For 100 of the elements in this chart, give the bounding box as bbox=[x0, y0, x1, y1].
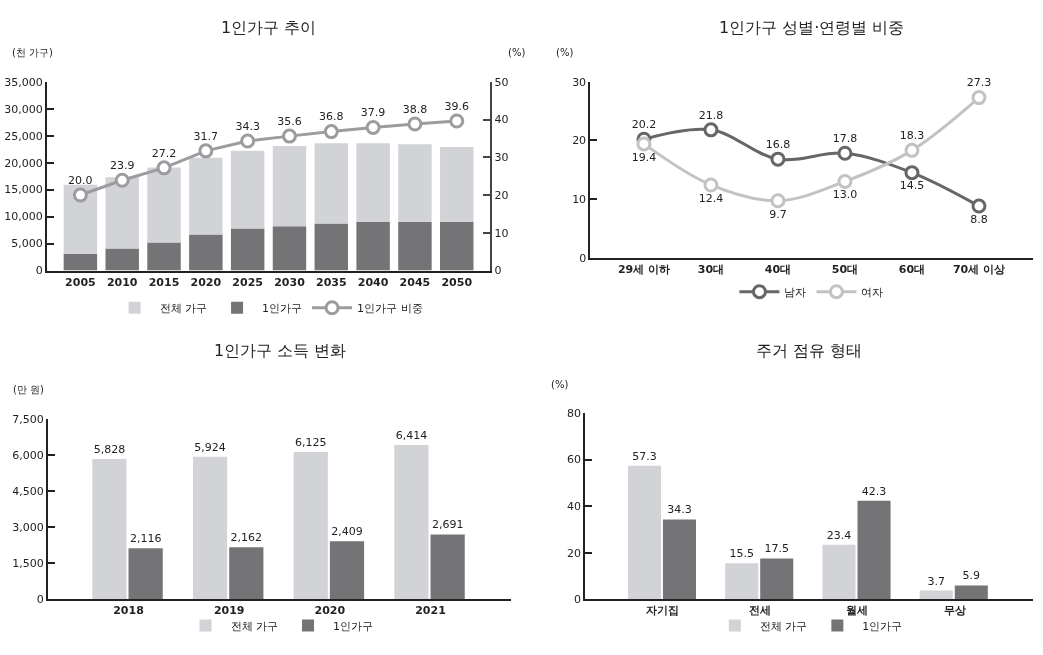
data-label: 3.7 bbox=[927, 574, 946, 588]
x-tick-label: 월세 bbox=[846, 604, 869, 618]
bar bbox=[760, 558, 794, 600]
legend-label: 전체 가구 bbox=[159, 302, 208, 316]
data-label: 34.3 bbox=[235, 119, 260, 133]
bar bbox=[398, 221, 432, 271]
y-tick-label: 35,000 bbox=[4, 75, 43, 89]
bar bbox=[105, 177, 139, 249]
bar bbox=[63, 184, 98, 254]
data-label: 31.7 bbox=[193, 129, 219, 143]
point bbox=[703, 122, 719, 138]
x-tick-label: 2010 bbox=[106, 275, 138, 289]
y-tick-label: 80 bbox=[566, 406, 581, 420]
y2-tick-label: 50 bbox=[494, 75, 509, 89]
x-tick-label: 50대 bbox=[831, 262, 859, 276]
x-tick-label: 30대 bbox=[697, 262, 725, 276]
y-tick-label: 15,000 bbox=[4, 183, 43, 197]
point bbox=[770, 151, 786, 167]
data-label: 13.0 bbox=[832, 188, 858, 202]
point bbox=[971, 198, 987, 214]
y-tick-label: 7,500 bbox=[12, 412, 44, 426]
bar bbox=[356, 221, 390, 271]
x-tick-label: 2020 bbox=[190, 275, 222, 289]
x-tick-label: 전세 bbox=[749, 604, 772, 618]
y-tick-label: 5,000 bbox=[11, 237, 43, 251]
y-tick-label: 3,000 bbox=[12, 520, 44, 534]
y-tick-label: 20,000 bbox=[4, 156, 43, 170]
x-tick-label: 29세 이하 bbox=[617, 262, 671, 276]
data-label: 5,924 bbox=[194, 440, 226, 454]
data-label: 14.5 bbox=[899, 179, 925, 193]
y-tick-label: 40 bbox=[566, 499, 581, 513]
y2-tick-label: 10 bbox=[494, 226, 509, 240]
point bbox=[323, 124, 339, 140]
data-label: 8.8 bbox=[970, 212, 988, 226]
x-tick-label: 60대 bbox=[898, 262, 926, 276]
y-tick-label: 0 bbox=[36, 593, 44, 607]
data-label: 21.8 bbox=[698, 108, 724, 122]
y-tick-label: 4,500 bbox=[12, 484, 44, 498]
data-label: 20.0 bbox=[68, 173, 93, 187]
bar bbox=[229, 547, 264, 600]
bar bbox=[822, 544, 856, 600]
x-tick-label: 2030 bbox=[274, 275, 306, 289]
bar bbox=[147, 167, 181, 243]
data-label: 18.3 bbox=[899, 129, 925, 143]
point bbox=[365, 119, 381, 135]
data-label: 37.9 bbox=[360, 106, 386, 120]
point bbox=[72, 187, 88, 203]
data-label: 42.3 bbox=[861, 484, 887, 498]
bar bbox=[329, 541, 365, 600]
bar bbox=[394, 444, 429, 600]
data-label: 17.5 bbox=[764, 542, 789, 556]
x-tick-label: 2025 bbox=[232, 275, 263, 289]
bar bbox=[314, 143, 349, 224]
legend-label: 남자 bbox=[784, 285, 807, 299]
bar bbox=[627, 465, 661, 600]
chart-title: 1인가구 추이 bbox=[221, 18, 317, 37]
y-tick-label: 0 bbox=[35, 264, 43, 278]
data-label: 23.9 bbox=[109, 159, 135, 173]
y2-tick-label: 0 bbox=[494, 264, 502, 278]
y-tick-label: 6,000 bbox=[12, 448, 44, 462]
chart-title: 1인가구 소득 변화 bbox=[214, 341, 347, 360]
y2-axis-title: (%) bbox=[508, 47, 526, 58]
x-tick-label: 2021 bbox=[415, 604, 446, 618]
point bbox=[156, 160, 172, 176]
y-axis-title: (만 원) bbox=[13, 384, 45, 395]
data-label: 16.8 bbox=[765, 137, 791, 151]
y-tick-label: 1,500 bbox=[12, 556, 44, 570]
y-axis-title: (%) bbox=[556, 47, 574, 58]
y-axis-title: (천 가구) bbox=[12, 47, 54, 58]
y-tick-label: 10,000 bbox=[4, 210, 43, 224]
point bbox=[636, 136, 652, 152]
data-label: 2,691 bbox=[431, 518, 464, 532]
x-tick-label: 40대 bbox=[764, 262, 792, 276]
bar bbox=[293, 451, 328, 600]
bar bbox=[189, 234, 223, 271]
y2-tick-label: 40 bbox=[494, 113, 509, 127]
bar bbox=[662, 519, 697, 600]
point bbox=[407, 116, 423, 132]
bar bbox=[105, 248, 139, 271]
x-tick-label: 2045 bbox=[399, 275, 431, 289]
bar bbox=[92, 459, 127, 600]
data-label: 2,116 bbox=[129, 532, 162, 546]
data-label: 20.2 bbox=[631, 117, 657, 131]
y-tick-label: 25,000 bbox=[4, 129, 43, 143]
bar bbox=[230, 228, 265, 271]
point bbox=[281, 128, 297, 144]
x-tick-label: 무상 bbox=[943, 604, 966, 618]
data-label: 27.3 bbox=[966, 76, 992, 90]
point bbox=[114, 172, 130, 188]
y-tick-label: 20 bbox=[572, 134, 587, 148]
point bbox=[240, 133, 256, 149]
data-label: 2,409 bbox=[331, 525, 363, 539]
legend-label: 전체 가구 bbox=[759, 619, 808, 633]
data-label: 35.6 bbox=[277, 114, 302, 128]
x-tick-label: 2019 bbox=[213, 604, 245, 618]
y2-tick-label: 30 bbox=[494, 151, 509, 165]
bar bbox=[272, 226, 307, 271]
bar bbox=[272, 145, 307, 227]
bar bbox=[314, 223, 349, 271]
point bbox=[904, 165, 920, 181]
